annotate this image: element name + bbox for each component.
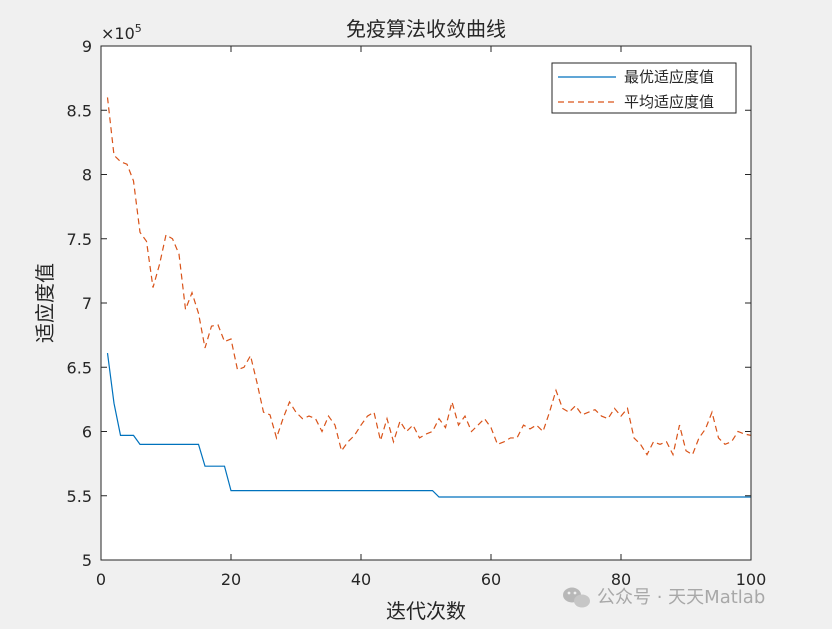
y-exponent-base: ×10 bbox=[101, 24, 135, 43]
y-tick-label: 7.5 bbox=[67, 230, 92, 249]
watermark-text: 公众号 · 天天Matlab bbox=[597, 587, 765, 608]
y-exponent: ×105 bbox=[101, 22, 142, 43]
legend-label-2: 平均适应度值 bbox=[624, 93, 714, 111]
series-line-1 bbox=[106, 353, 751, 498]
y-tick-label: 8.5 bbox=[67, 101, 92, 120]
x-tick-label: 100 bbox=[736, 570, 767, 589]
legend-box bbox=[551, 62, 737, 114]
y-axis-label: 适应度值 bbox=[33, 263, 57, 343]
y-tick-label: 6.5 bbox=[67, 358, 92, 377]
y-tick-label: 7 bbox=[82, 294, 92, 313]
y-tick-label: 6 bbox=[82, 423, 92, 442]
y-tick-label: 9 bbox=[82, 37, 92, 56]
legend-label-1: 最优适应度值 bbox=[624, 68, 714, 86]
chart-title: 免疫算法收敛曲线 bbox=[346, 17, 506, 41]
x-tick-label: 80 bbox=[611, 570, 631, 589]
svg-text:×105: ×105 bbox=[101, 22, 142, 43]
plot-area bbox=[101, 46, 751, 560]
wechat-icon bbox=[563, 587, 590, 608]
x-axis-label: 迭代次数 bbox=[386, 599, 466, 623]
x-tick-label: 60 bbox=[481, 570, 501, 589]
watermark: 公众号 · 天天Matlab bbox=[563, 587, 765, 608]
x-tick-label: 20 bbox=[221, 570, 241, 589]
series-line-2 bbox=[106, 97, 752, 457]
y-tick-label: 5 bbox=[82, 551, 92, 570]
x-tick-label: 40 bbox=[351, 570, 371, 589]
y-tick-label: 5.5 bbox=[67, 487, 92, 506]
y-tick-label: 8 bbox=[82, 166, 92, 185]
x-tick-label: 0 bbox=[96, 570, 106, 589]
y-exponent-power: 5 bbox=[135, 22, 142, 35]
